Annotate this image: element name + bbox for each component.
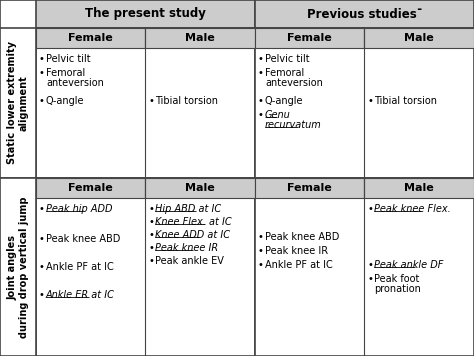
Text: •: • [367,260,374,270]
Text: •: • [258,232,264,242]
Text: •: • [39,68,45,78]
Text: anteversion: anteversion [46,78,104,88]
FancyBboxPatch shape [365,178,474,198]
Text: Knee ADD at IC: Knee ADD at IC [155,230,230,240]
Text: Joint angles
during drop vertical jump: Joint angles during drop vertical jump [7,196,29,338]
Text: Ankle PF at IC: Ankle PF at IC [265,260,333,270]
FancyBboxPatch shape [255,178,365,198]
FancyBboxPatch shape [0,28,36,178]
Text: Pelvic tilt: Pelvic tilt [46,54,91,64]
Text: The present study: The present study [85,7,206,21]
Text: Tibial torsion: Tibial torsion [374,96,438,106]
Text: Femoral: Femoral [46,68,85,78]
Text: Male: Male [404,183,434,193]
Text: Peak knee Flex.: Peak knee Flex. [374,204,451,214]
FancyBboxPatch shape [255,0,474,28]
Text: •: • [258,54,264,64]
Text: •: • [258,110,264,120]
Text: Genu: Genu [265,110,291,120]
Text: •: • [258,68,264,78]
Text: Knee Flex. at IC: Knee Flex. at IC [155,217,232,227]
FancyBboxPatch shape [36,28,255,178]
Text: Q-angle: Q-angle [265,96,303,106]
Text: Peak knee IR: Peak knee IR [155,243,219,253]
Text: •: • [148,96,155,106]
Text: •: • [39,54,45,64]
Text: Male: Male [185,33,215,43]
Text: •: • [367,204,374,214]
Text: •: • [39,204,45,214]
Text: Peak knee IR: Peak knee IR [265,246,328,256]
Text: Peak foot: Peak foot [374,274,420,284]
Text: Previous studiesˉ: Previous studiesˉ [307,7,422,21]
Text: Ankle ER at IC: Ankle ER at IC [46,290,115,300]
Text: Ankle PF at IC: Ankle PF at IC [46,262,114,272]
FancyBboxPatch shape [255,28,474,178]
Text: Female: Female [287,33,332,43]
Text: •: • [148,230,155,240]
Text: Peak ankle DF: Peak ankle DF [374,260,444,270]
Text: •: • [258,260,264,270]
FancyBboxPatch shape [146,28,255,48]
FancyBboxPatch shape [36,0,255,28]
Text: •: • [148,204,155,214]
Text: •: • [148,256,155,266]
Text: •: • [258,246,264,256]
FancyBboxPatch shape [36,28,146,48]
FancyBboxPatch shape [0,178,36,356]
Text: •: • [148,243,155,253]
Text: •: • [367,96,374,106]
FancyBboxPatch shape [146,178,255,198]
FancyBboxPatch shape [36,178,146,198]
FancyBboxPatch shape [36,178,255,356]
Text: Female: Female [68,33,113,43]
Text: Hip ABD at IC: Hip ABD at IC [155,204,222,214]
Text: •: • [367,274,374,284]
FancyBboxPatch shape [255,178,474,356]
Text: •: • [39,234,45,244]
Text: anteversion: anteversion [265,78,323,88]
FancyBboxPatch shape [255,28,365,48]
Text: •: • [39,96,45,106]
Text: Peak knee ABD: Peak knee ABD [265,232,339,242]
Text: Peak ankle EV: Peak ankle EV [155,256,224,266]
Text: pronation: pronation [374,284,421,294]
Text: Tibial torsion: Tibial torsion [155,96,219,106]
Text: recurvatum: recurvatum [265,120,322,130]
Text: Peak knee ABD: Peak knee ABD [46,234,120,244]
Text: Female: Female [68,183,113,193]
Text: •: • [39,262,45,272]
FancyBboxPatch shape [365,28,474,48]
Text: Static lower extremity
alignment: Static lower extremity alignment [7,42,29,164]
Text: Male: Male [185,183,215,193]
Text: Q-angle: Q-angle [46,96,84,106]
Text: Male: Male [404,33,434,43]
Text: •: • [148,217,155,227]
Text: Peak hip ADD: Peak hip ADD [46,204,112,214]
Text: •: • [39,290,45,300]
Text: •: • [258,96,264,106]
Text: Femoral: Femoral [265,68,304,78]
Text: Pelvic tilt: Pelvic tilt [265,54,310,64]
Text: Female: Female [287,183,332,193]
